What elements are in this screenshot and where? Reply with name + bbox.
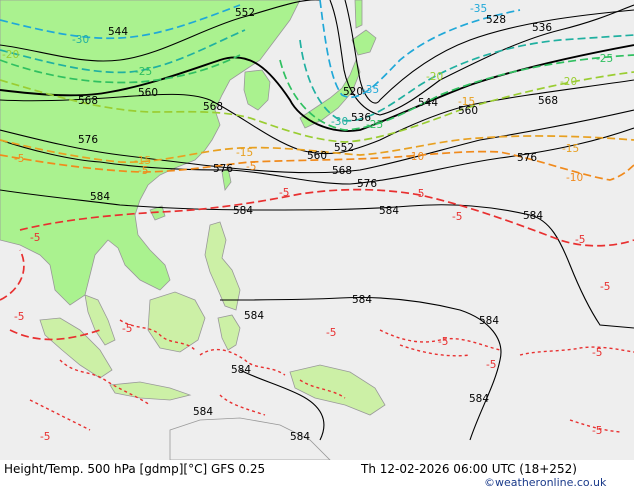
temp-label-m5g: -5 [14,311,24,323]
malay-peninsula [84,294,116,346]
height-label-568: 568 [78,95,98,107]
temp-label-m5n: -5 [40,431,50,443]
weather-map: 544 552 560 568 568 576 584 520 536 528 … [0,0,634,460]
height-label-560: 560 [138,87,158,99]
height-label-544: 544 [108,26,128,38]
asia-mainland [0,0,301,306]
footer: Height/Temp. 500 hPa [gdmp][°C] GFS 0.25… [0,460,634,490]
temp-label-m10: -5 [14,153,24,165]
java [109,381,192,401]
temp-label-m5a: -5 [279,187,289,199]
height-label-584b: 584 [233,205,253,217]
height-label-584c: 584 [379,205,399,217]
tropical-isotherm-fragments [29,319,634,433]
height-label-568b: 568 [203,101,223,113]
height-labels: 544 552 560 568 568 576 584 520 536 528 … [78,7,558,443]
height-label-576: 576 [78,134,98,146]
temp-label-m5e: -5 [600,281,610,293]
temp-label-m25: -25 [135,66,152,78]
australia-top [169,417,331,460]
height-label-584e: 584 [352,294,372,306]
credit-link[interactable]: ©weatheronline.co.uk [484,476,607,489]
height-label-568d: 568 [332,165,352,177]
temp-label-m5k: -5 [486,359,496,371]
height-label-576b: 576 [213,163,233,175]
sulawesi [217,314,241,351]
sakhalin [354,0,363,29]
temp-labels: -30 -25 -20 -15 -15 -5 -5 -5 -35 -35 -30… [2,3,613,443]
temp-label-m15c: -15 [458,96,475,108]
height-label-584k: 584 [290,431,310,443]
height-label-584g: 584 [479,315,499,327]
temp-label-m15: -15 [134,155,151,167]
height-label-568c: 568 [538,95,558,107]
temp-label-m10c: -5 [246,161,256,173]
borneo [147,291,206,353]
height-label-536: 536 [351,112,371,124]
height-label-584h: 584 [231,364,251,376]
map-caption: Height/Temp. 500 hPa [gdmp][°C] GFS 0.25 [4,462,266,476]
temp-label-m5l: -5 [592,347,602,359]
temp-label-m10b: -5 [138,165,148,177]
temp-label-m5i: -5 [326,327,336,339]
korea-peninsula [243,69,271,111]
height-label-584f: 584 [244,310,264,322]
temp-label-m5b: -5 [414,188,424,200]
height-label-552: 552 [235,7,255,19]
temp-label-m15b: -15 [236,147,253,159]
height-label-536b: 536 [532,22,552,34]
temp-label-m35b: -35 [362,84,379,96]
temp-label-m5j: -5 [438,336,448,348]
sumatra [39,317,113,379]
temp-label-m5m: -5 [592,425,602,437]
height-label-576c: 576 [357,178,377,190]
valid-time: Th 12-02-2026 06:00 UTC (18+252) [361,462,577,476]
temperature-isotherms [0,0,634,341]
temp-label-m30: -30 [72,34,89,46]
map-canvas: 544 552 560 568 568 576 584 520 536 528 … [0,0,634,460]
temp-label-m10e: -10 [566,172,583,184]
temp-label-m20b: -20 [426,71,443,83]
height-label-576d: 576 [517,152,537,164]
height-label-552b: 552 [334,142,354,154]
height-label-528: 528 [486,14,506,26]
temp-label-m25c: -25 [596,53,613,65]
height-label-584: 584 [90,191,110,203]
temp-label-m20: -20 [2,49,19,61]
japan-hokkaido [351,29,377,56]
new-guinea [289,364,386,416]
temp-label-m20c: -20 [560,76,577,88]
height-label-560b: 560 [458,105,478,117]
height-label-520: 520 [343,86,363,98]
height-label-584j: 584 [469,393,489,405]
temp-label-m35: -35 [470,3,487,15]
taiwan [221,167,232,191]
temp-label-m25b: -25 [366,119,383,131]
temp-label-m10d: -10 [407,151,424,163]
height-label-584i: 584 [193,406,213,418]
height-label-544b: 544 [418,97,438,109]
temp-label-m5h: -5 [122,323,132,335]
temp-label-m5c: -5 [452,211,462,223]
temp-label-m5f: -5 [30,232,40,244]
temp-label-m30b: -30 [331,116,348,128]
temp-label-m15d: -15 [562,143,579,155]
temp-label-m5d: -5 [575,234,585,246]
height-label-560c: 560 [307,150,327,162]
height-label-584d: 584 [523,210,543,222]
